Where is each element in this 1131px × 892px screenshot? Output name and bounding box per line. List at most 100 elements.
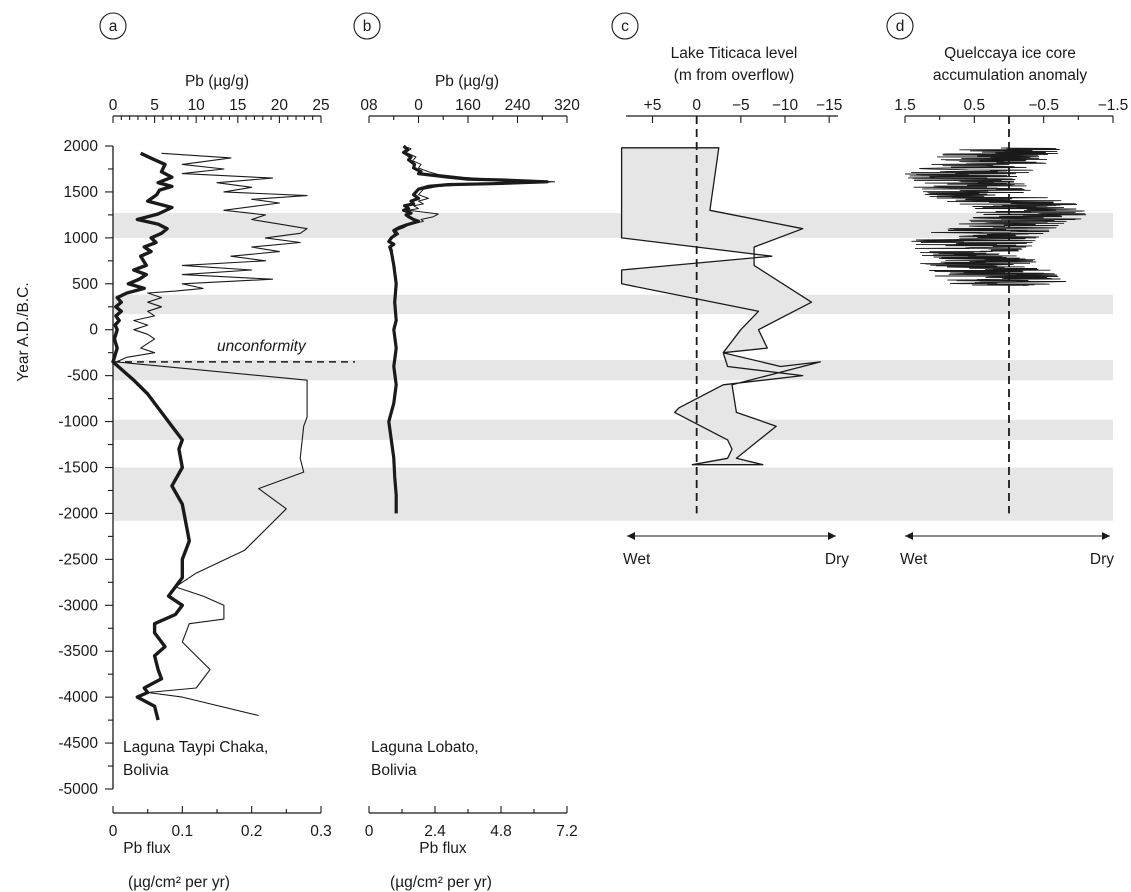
year-tick-label-2000: 2000 <box>64 138 99 155</box>
year-tick-label--1000: -1000 <box>58 414 98 431</box>
accumulation-anomaly-series <box>904 147 1087 287</box>
panel-b-series <box>387 144 556 514</box>
year-tick-label--2000: -2000 <box>58 505 98 522</box>
panel-c-label-circle <box>611 12 639 40</box>
panel-c-top-axis: +5 0 −5 −10 −15 <box>626 97 842 123</box>
panel-a-bottom-axis-tick-label: 0.2 <box>241 823 263 840</box>
panel-b-top-axis-tick-label: 160 <box>455 97 481 114</box>
panel-d-series <box>904 116 1087 514</box>
year-tick-label--4000: -4000 <box>58 689 98 706</box>
lake-level-envelope <box>620 147 821 466</box>
panel-d-top-axis-tick-label: −0.5 <box>1028 97 1059 114</box>
panel-b-bottom-axis-unit: (µg/cm² per yr) <box>390 874 492 891</box>
year-tick-label--2500: -2500 <box>58 551 98 568</box>
panel-a-top-axis-tick-label: 5 <box>150 97 159 114</box>
panel-b-bottom-axis-tick-label: 7.2 <box>556 823 578 840</box>
panel-b-top-axis-tick-label: 08 <box>360 97 377 114</box>
panel-c-top-axis-tick-label: +5 <box>644 97 662 114</box>
panel-d: d Quelccaya ice core accumulation anomal… <box>886 12 1128 568</box>
panel-c-series <box>620 116 821 514</box>
panel-d-top-axis: 1.5 0.5 −0.5 −1.5 <box>894 97 1128 123</box>
shaded-band-0 <box>113 213 1113 238</box>
panel-d-top-axis-tick-label: 1.5 <box>894 97 916 114</box>
year-tick-label--3500: -3500 <box>58 643 98 660</box>
panel-a: a Pb (µg/g) 0 5 10 15 20 25 0 0.1 0.2 0.3 Pb flu… <box>99 12 355 891</box>
panel-d-top-axis-tick-label: −1.5 <box>1098 97 1129 114</box>
panel-a-bottom-axis-tick-label: 0.1 <box>172 823 194 840</box>
panel-a-bottom-axis-unit: (µg/cm² per yr) <box>128 874 230 891</box>
panel-a-label-circle <box>99 12 127 40</box>
panel-c: c Lake Titicaca level (m from overflow) … <box>611 12 849 568</box>
shaded-band-3 <box>113 419 1113 440</box>
panel-a-series-thick <box>111 151 191 721</box>
year-tick-label-500: 500 <box>72 276 98 293</box>
panel-b-series-thin <box>389 145 556 252</box>
shaded-band-2 <box>113 360 1113 381</box>
panel-b-bottom-axis-label: Pb flux <box>419 840 467 857</box>
panel-b-series-thick <box>387 144 549 514</box>
panel-b-top-axis-tick-label: 240 <box>505 97 531 114</box>
panel-a-top-axis-tick-label: 15 <box>229 97 246 114</box>
panel-a-bottom-axis-label: Pb flux <box>123 840 171 857</box>
panel-d-dry-label: Dry <box>1090 551 1114 568</box>
year-tick-label-1500: 1500 <box>64 184 99 201</box>
panel-b-bottom-axis-tick-label: 4.8 <box>490 823 512 840</box>
panel-d-label-circle <box>886 12 914 40</box>
panel-b-bottom-axis-tick-label: 0 <box>365 823 374 840</box>
panel-b-top-axis: 08 0 160 240 320 <box>360 97 580 123</box>
panel-d-title-line2: accumulation anomaly <box>933 67 1087 84</box>
panel-a-series <box>111 151 308 721</box>
unconformity-label: unconformity <box>217 338 307 355</box>
year-tick-label-0: 0 <box>89 322 98 339</box>
panel-d-top-axis-tick-label: 0.5 <box>964 97 986 114</box>
panel-a-site-label-line1: Laguna Taypi Chaka, <box>123 739 268 756</box>
panel-c-top-axis-tick-label: 0 <box>692 97 701 114</box>
panel-c-title-line1: Lake Titicaca level <box>671 45 798 62</box>
panel-a-top-axis-tick-label: 20 <box>271 97 289 114</box>
panel-b-label-circle <box>353 12 381 40</box>
panel-a-top-axis-tick-label: 25 <box>312 97 329 114</box>
panel-b-top-axis-tick-label: 0 <box>414 97 423 114</box>
panel-d-wet-dry-arrow <box>905 532 1110 540</box>
panel-c-wet-label: Wet <box>623 551 651 568</box>
panel-b-top-axis-label: Pb (µg/g) <box>435 73 499 90</box>
panel-b-site-label-line2: Bolivia <box>371 762 417 779</box>
year-tick-label--1500: -1500 <box>58 460 98 477</box>
year-tick-label--4500: -4500 <box>58 735 98 752</box>
panel-a-top-axis-label: Pb (µg/g) <box>185 73 249 90</box>
year-tick-label--3000: -3000 <box>58 597 98 614</box>
panel-a-bottom-axis: 0 0.1 0.2 0.3 <box>109 806 332 840</box>
panel-b: b Pb (µg/g) 08 0 160 240 320 0 2.4 4.8 7.2 Pb f… <box>353 12 580 891</box>
panel-a-label: a <box>109 18 118 35</box>
panel-b-bottom-axis: 0 2.4 4.8 7.2 <box>365 806 578 840</box>
panel-c-title-line2: (m from overflow) <box>674 67 795 84</box>
year-tick-label--500: -500 <box>67 368 98 385</box>
panel-d-wet-label: Wet <box>900 551 928 568</box>
panel-a-top-axis: 0 5 10 15 20 25 <box>109 97 330 123</box>
year-axis: Year A.D./B.C. 2000 1500 1000 500 0 -500 -1000… <box>15 138 114 798</box>
panel-d-label: d <box>896 18 905 35</box>
panel-c-dry-label: Dry <box>825 551 849 568</box>
panel-c-top-axis-tick-label: −10 <box>772 97 799 114</box>
panel-c-wet-dry-arrow <box>627 532 836 540</box>
panel-b-label: b <box>363 18 372 35</box>
panel-a-site-label-line2: Bolivia <box>123 762 169 779</box>
panel-c-label: c <box>621 18 629 35</box>
panel-a-bottom-axis-tick-label: 0 <box>109 823 118 840</box>
panel-b-bottom-axis-tick-label: 2.4 <box>424 823 446 840</box>
shaded-band-4 <box>113 467 1113 521</box>
panel-a-series-thin <box>115 152 308 717</box>
panel-c-top-axis-tick-label: −5 <box>732 97 750 114</box>
panel-c-top-axis-tick-label: −15 <box>816 97 842 114</box>
panel-a-top-axis-tick-label: 10 <box>188 97 206 114</box>
panel-b-top-axis-tick-label: 320 <box>554 97 580 114</box>
shaded-period-bands <box>113 213 1113 521</box>
year-tick-label--5000: -5000 <box>58 781 98 798</box>
shaded-band-1 <box>113 294 1113 315</box>
panel-a-bottom-axis-tick-label: 0.3 <box>310 823 332 840</box>
panel-b-site-label-line1: Laguna Lobato, <box>371 739 479 756</box>
year-axis-label: Year A.D./B.C. <box>15 282 32 381</box>
panel-d-title-line1: Quelccaya ice core <box>944 45 1076 62</box>
year-tick-label-1000: 1000 <box>64 230 99 247</box>
